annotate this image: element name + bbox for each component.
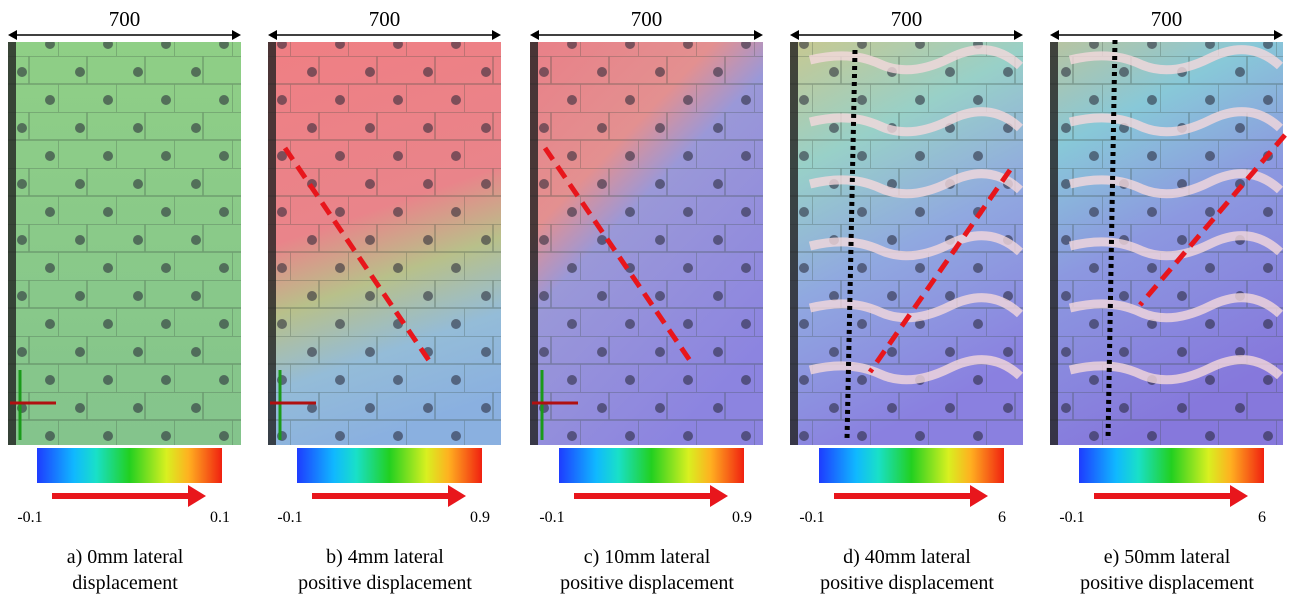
caption-line: b) 4mm lateral: [326, 546, 444, 568]
tile-overlay: [8, 42, 241, 445]
reference-line: [844, 49, 858, 441]
crack: [1068, 169, 1284, 199]
caption-line: a) 0mm lateral: [67, 546, 184, 568]
failure-line: [1138, 133, 1287, 307]
scale-min: -0.1: [277, 509, 302, 526]
scale-arrow-head: [188, 485, 206, 507]
crack: [1068, 293, 1284, 323]
scale-min: -0.1: [799, 509, 824, 526]
dimension-label: 700: [109, 7, 141, 31]
caption-line: c) 10mm lateral: [584, 546, 711, 568]
crack: [808, 169, 1024, 199]
reference-line: [1105, 39, 1118, 441]
tile-overlay: [530, 42, 763, 445]
crack: [808, 107, 1024, 137]
color-bar: [297, 448, 482, 483]
frame-edge: [8, 42, 16, 445]
frame-edge: [530, 42, 538, 445]
scale-arrow-head: [710, 485, 728, 507]
panel: 700 -0.1 6 e) 50mm lateral positive displace…: [1050, 7, 1287, 594]
crack: [1068, 231, 1284, 261]
scale-min: -0.1: [17, 509, 42, 526]
caption-line: displacement: [72, 572, 178, 594]
dimension-label: 700: [631, 7, 663, 31]
panel: 700 -0.1 0.1 a) 0mm lateral displacement: [8, 7, 241, 594]
frame-edge: [1050, 42, 1058, 445]
dimension-label: 700: [369, 7, 401, 31]
caption-line: d) 40mm lateral: [843, 546, 971, 568]
caption-line: positive displacement: [298, 572, 472, 594]
scale-max: 0.9: [732, 509, 752, 526]
crack: [1068, 107, 1284, 137]
color-bar: [819, 448, 1004, 483]
caption-line: e) 50mm lateral: [1104, 546, 1231, 568]
scale-max: 0.9: [470, 509, 490, 526]
crack: [808, 231, 1024, 261]
color-bar: [559, 448, 744, 483]
crack: [808, 45, 1024, 75]
scale-arrow-head: [1230, 485, 1248, 507]
color-bar: [1079, 448, 1264, 483]
panel: 700 -0.1 6 d) 40mm lateral positive displace…: [790, 7, 1024, 594]
caption-line: positive displacement: [1080, 572, 1254, 594]
scale-max: 6: [998, 509, 1006, 526]
caption-line: positive displacement: [560, 572, 734, 594]
failure-line: [867, 168, 1013, 374]
scale-min: -0.1: [1059, 509, 1084, 526]
scale-max: 0.1: [210, 509, 230, 526]
scale-max: 6: [1258, 509, 1266, 526]
frame-edge: [268, 42, 276, 445]
color-bar: [37, 448, 222, 483]
scale-min: -0.1: [539, 509, 564, 526]
dimension-label: 700: [1151, 7, 1183, 31]
crack: [1068, 45, 1284, 75]
frame-edge: [790, 42, 798, 445]
crack: [808, 355, 1024, 385]
panel: 700 -0.1 0.9 b) 4mm lateral positive displac…: [268, 7, 501, 594]
scale-arrow-head: [970, 485, 988, 507]
crack: [1068, 355, 1284, 385]
caption-line: positive displacement: [820, 572, 994, 594]
tile-overlay: [268, 42, 501, 445]
scale-arrow-head: [448, 485, 466, 507]
dimension-label: 700: [891, 7, 923, 31]
crack: [808, 293, 1024, 323]
panel: 700 -0.1 0.9 c) 10mm lateral positive displa…: [530, 7, 763, 594]
